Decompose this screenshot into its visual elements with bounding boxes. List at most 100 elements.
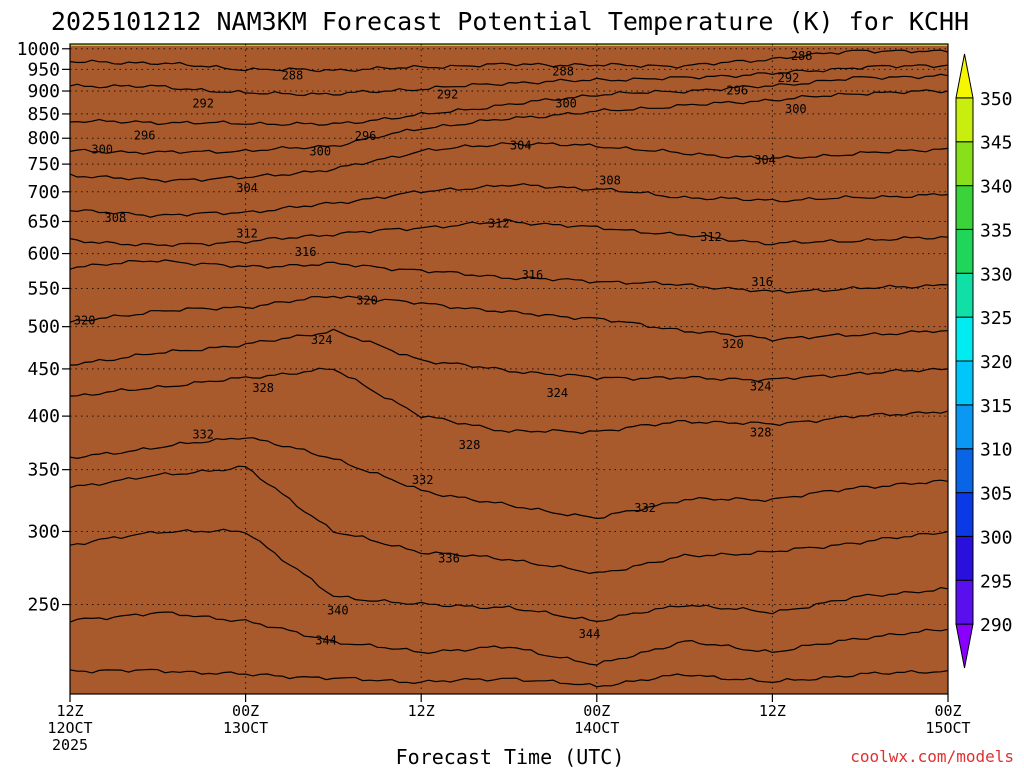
contour-line-320 — [70, 295, 948, 342]
contour-label: 308 — [599, 173, 621, 187]
x-tick-time: 00Z — [232, 702, 259, 720]
colorbar-label: 335 — [980, 220, 1013, 241]
contour-label: 308 — [105, 211, 127, 225]
colorbar-label: 340 — [980, 177, 1013, 198]
contour-label: 320 — [74, 314, 96, 328]
credit-text: coolwx.com/models — [850, 747, 1014, 766]
contour-label: 332 — [192, 428, 214, 442]
contour-labels: 344 344 340 336 332 332 332 328 328 328 324 324 324 3… — [74, 49, 813, 648]
y-tick-label: 450 — [27, 359, 60, 380]
contour-label: 336 — [438, 552, 460, 566]
contour-label: 324 — [546, 386, 568, 400]
colorbar-label: 305 — [980, 484, 1013, 505]
contour-line-308 — [70, 183, 948, 218]
x-tick-time: 12Z — [408, 702, 435, 720]
x-tick-date: 14OCT — [574, 719, 619, 737]
contour-line-328 — [70, 367, 948, 435]
contour-label: 304 — [754, 153, 776, 167]
y-tick-label: 300 — [27, 521, 60, 542]
y-tick-label: 850 — [27, 104, 60, 125]
contour-label: 296 — [355, 129, 377, 143]
contour-label: 292 — [192, 96, 214, 110]
contour-label: 328 — [252, 381, 274, 395]
colorbar-label: 300 — [980, 527, 1013, 548]
contour-label: 332 — [634, 501, 656, 515]
contour-label: 288 — [552, 65, 574, 79]
contour-label: 300 — [91, 142, 113, 156]
y-tick-label: 800 — [27, 128, 60, 149]
y-tick-label: 750 — [27, 154, 60, 175]
y-tick-label: 500 — [27, 317, 60, 338]
colorbar-swatch — [955, 185, 974, 230]
colorbar-label: 315 — [980, 396, 1013, 417]
contour-line-324 — [70, 328, 948, 383]
contour-label: 296 — [726, 84, 748, 98]
colorbar-label: 310 — [980, 440, 1013, 461]
colorbar-swatch — [955, 272, 974, 318]
colorbar-label: 290 — [980, 615, 1013, 636]
colorbar-swatch — [955, 53, 974, 99]
colorbar-swatch — [955, 448, 974, 494]
contour-label: 320 — [356, 294, 378, 308]
contour-line-296 — [70, 73, 948, 126]
colorbar-swatch — [955, 492, 974, 537]
grid-lines — [70, 44, 948, 694]
x-tick-date: 13OCT — [223, 719, 268, 737]
contour-label: 340 — [327, 603, 349, 617]
contour-lines — [70, 49, 948, 688]
contour-line-340 — [70, 528, 948, 623]
contour-label: 300 — [555, 96, 577, 110]
contour-label: 300 — [785, 102, 807, 116]
contour-label: 328 — [750, 425, 772, 439]
colorbar-swatch — [955, 228, 974, 274]
ground-surface — [70, 45, 948, 695]
x-tick-time: 00Z — [583, 702, 610, 720]
colorbar-swatch — [955, 360, 974, 406]
contour-label: 324 — [750, 379, 772, 393]
colorbar-swatch — [955, 579, 974, 625]
colorbar-label: 320 — [980, 352, 1013, 373]
colorbar-swatch — [955, 535, 974, 581]
colorbar-swatch — [955, 623, 974, 669]
y-tick-label: 900 — [27, 81, 60, 102]
contour-label: 312 — [488, 217, 510, 231]
y-tick-label: 600 — [27, 244, 60, 265]
x-tick-time: 12Z — [56, 702, 83, 720]
y-axis: 2503003504004505005506006507007508008509… — [17, 39, 70, 616]
x-tick-year: 2025 — [52, 736, 88, 754]
colorbar-swatch — [955, 404, 974, 450]
contour-label: 292 — [437, 87, 459, 101]
contour-label: 304 — [510, 138, 532, 152]
contour-line-348 — [70, 668, 948, 688]
colorbar-label: 295 — [980, 571, 1013, 592]
contour-label: 328 — [459, 438, 481, 452]
x-tick-time: 00Z — [934, 702, 961, 720]
x-tick-time: 12Z — [759, 702, 786, 720]
y-tick-label: 950 — [27, 59, 60, 80]
contour-label: 312 — [700, 230, 722, 244]
y-tick-label: 400 — [27, 406, 60, 427]
contour-line-300 — [70, 89, 948, 155]
contour-label: 288 — [282, 68, 304, 82]
y-tick-label: 550 — [27, 278, 60, 299]
contour-label: 292 — [778, 71, 800, 85]
contour-label: 316 — [751, 275, 773, 289]
y-tick-label: 650 — [27, 211, 60, 232]
contour-line-332 — [70, 437, 948, 520]
y-tick-label: 1000 — [17, 39, 60, 60]
x-tick-date: 12OCT — [47, 719, 92, 737]
x-tick-date: 15OCT — [925, 719, 970, 737]
contour-label: 316 — [522, 268, 544, 282]
contour-label: 304 — [236, 181, 258, 195]
contour-label: 300 — [309, 144, 331, 158]
contour-label: 344 — [315, 634, 337, 648]
chart-title: 2025101212 NAM3KM Forecast Potential Tem… — [51, 7, 969, 36]
contour-label: 296 — [134, 129, 156, 143]
colorbar-label: 350 — [980, 89, 1013, 110]
contour-line-304 — [70, 142, 948, 183]
contour-line-292 — [70, 64, 948, 97]
colorbar-label: 330 — [980, 264, 1013, 285]
contour-label: 316 — [295, 245, 317, 259]
